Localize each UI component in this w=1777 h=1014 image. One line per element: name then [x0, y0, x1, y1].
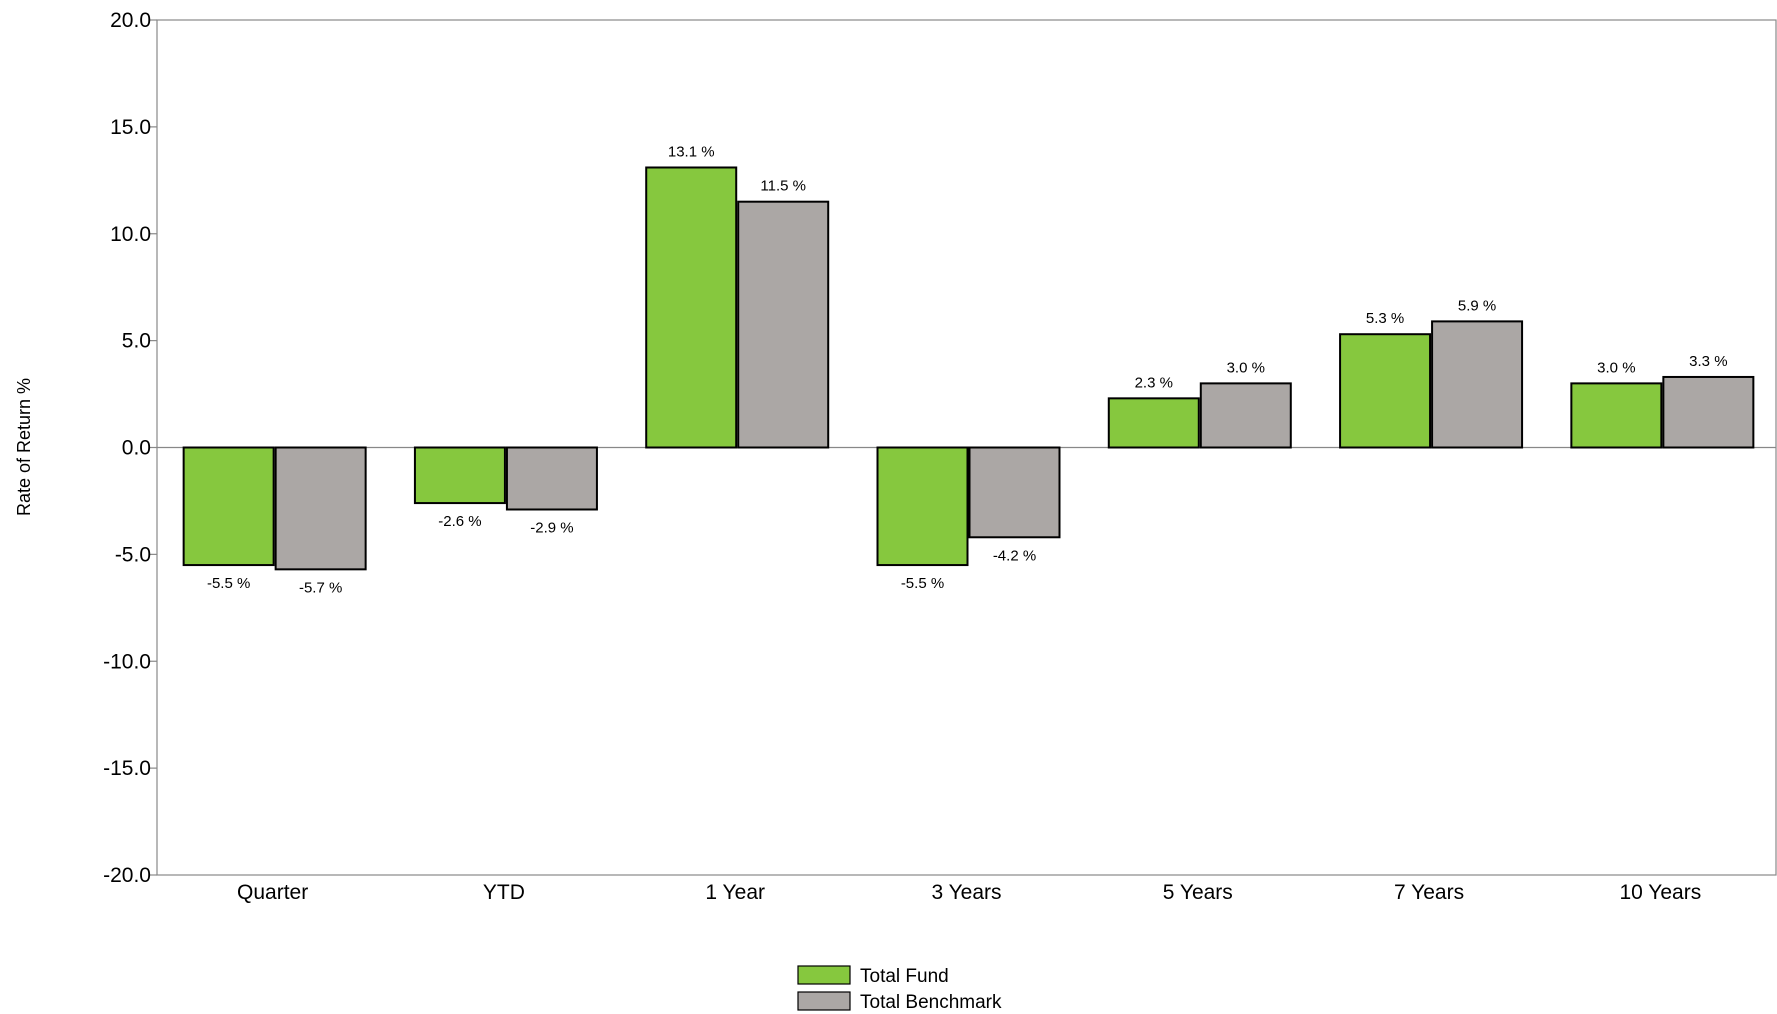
data-label-total-fund: 2.3 %: [1135, 374, 1173, 391]
data-label-total-benchmark: 3.3 %: [1689, 353, 1727, 370]
x-category-label: Quarter: [237, 881, 308, 904]
y-tick-label: -15.0: [103, 757, 151, 780]
y-tick-label: -20.0: [103, 864, 151, 887]
y-tick-label: 10.0: [110, 223, 151, 246]
x-category-label: 10 Years: [1619, 881, 1701, 904]
data-label-total-benchmark: -2.9 %: [530, 519, 573, 536]
bar-total-benchmark: [1431, 320, 1524, 449]
y-axis-title-group: Rate of Return %: [14, 378, 34, 516]
legend-label-total-fund: Total Fund: [860, 966, 949, 987]
data-label-total-fund: 5.3 %: [1366, 310, 1404, 327]
data-label-total-fund: 3.0 %: [1597, 359, 1635, 376]
bar-total-fund: [1339, 333, 1432, 449]
legend-swatch-total-benchmark: [797, 991, 851, 1011]
legend: Total Fund Total Benchmark: [797, 965, 1002, 1013]
bar-total-fund: [182, 446, 275, 567]
legend-label-total-benchmark: Total Benchmark: [860, 992, 1002, 1013]
data-label-total-fund: 13.1 %: [668, 143, 715, 160]
y-tick-label: -10.0: [103, 650, 151, 673]
x-category-label: 5 Years: [1163, 881, 1233, 904]
data-label-total-benchmark: -4.2 %: [993, 547, 1036, 564]
y-tick-label: 20.0: [110, 9, 151, 32]
data-label-total-benchmark: 11.5 %: [760, 178, 806, 195]
data-label-total-fund: -2.6 %: [438, 513, 481, 530]
y-tick-label: -5.0: [115, 543, 151, 566]
x-category-label: 7 Years: [1394, 881, 1464, 904]
bar-total-benchmark: [1199, 382, 1292, 449]
bar-total-fund: [1570, 382, 1663, 449]
y-tick-label: 0.0: [122, 437, 151, 460]
data-label-total-benchmark: 5.9 %: [1458, 297, 1496, 314]
bar-total-benchmark: [968, 446, 1061, 539]
legend-swatch-total-fund: [797, 965, 851, 985]
y-tick-label: 5.0: [122, 330, 151, 353]
bar-total-fund: [413, 446, 506, 505]
x-category-label: 3 Years: [931, 881, 1001, 904]
y-tick-label: 15.0: [110, 116, 151, 139]
bar-total-benchmark: [737, 200, 830, 449]
bar-total-benchmark: [505, 446, 598, 511]
data-label-total-fund: -5.5 %: [901, 575, 944, 592]
data-label-total-fund: -5.5 %: [207, 575, 250, 592]
y-axis-title: Rate of Return %: [14, 378, 34, 516]
bar-total-fund: [876, 446, 969, 567]
bars: [182, 166, 1755, 571]
data-label-total-benchmark: -5.7 %: [299, 579, 342, 596]
x-category-label: 1 Year: [705, 881, 765, 904]
data-label-total-benchmark: 3.0 %: [1227, 359, 1265, 376]
x-axis: Quarter YTD 1 Year 3 Years 5 Years 7 Years 10 …: [237, 881, 1701, 904]
x-category-label: YTD: [483, 881, 525, 904]
data-labels: -5.5 % -5.7 % -2.6 % -2.9 % 13.1 % 11.5 % -5.5…: [207, 143, 1728, 596]
bar-total-benchmark: [1662, 375, 1755, 449]
bar-total-benchmark: [274, 446, 367, 571]
bar-total-fund: [645, 166, 738, 449]
bar-total-fund: [1107, 397, 1200, 449]
